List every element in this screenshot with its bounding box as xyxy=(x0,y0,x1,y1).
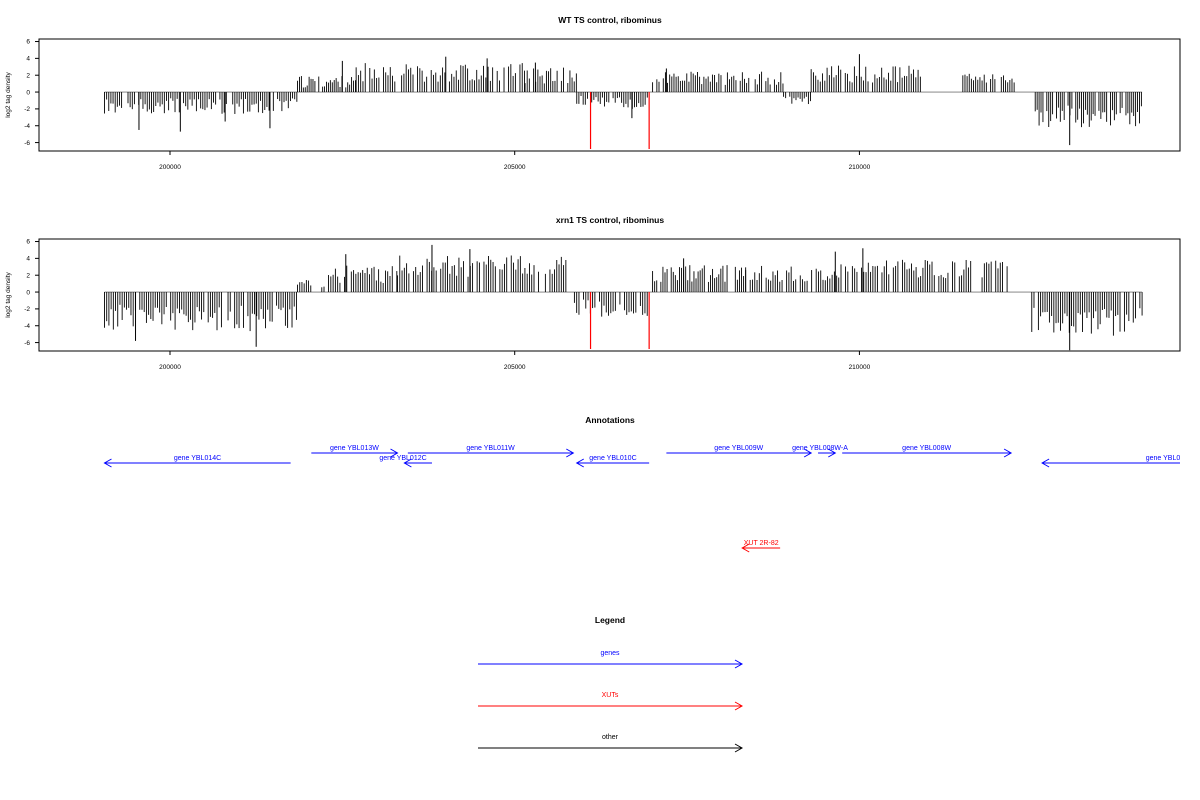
legend-title: Legend xyxy=(595,615,625,625)
wt-x-tick-label: 205000 xyxy=(504,164,526,171)
feature-gene-ybl013w-label: gene YBL013W xyxy=(330,445,379,452)
feature-gene-ybl014c-arrowhead xyxy=(103,458,112,468)
xrn1-x-tick-label: 210000 xyxy=(849,364,871,371)
xrn1-x-tick-label: 200000 xyxy=(159,364,181,371)
wt-y-tick-label: 6 xyxy=(26,39,30,46)
feature-gene-ybl009w-arrowhead xyxy=(803,448,813,458)
feature-gene-ybl008w-label: gene YBL008W xyxy=(902,445,951,452)
wt-x-tick-label: 200000 xyxy=(159,164,181,171)
feature-xut-2r-82-label: XUT 2R-82 xyxy=(744,540,779,547)
feature-gene-ybl011w-arrowhead xyxy=(566,448,575,458)
feature-gene-ybl0-label: gene YBL0 xyxy=(1146,455,1181,462)
legend-xuts-arrowhead xyxy=(734,701,744,711)
feature-gene-ybl010c-arrowhead xyxy=(575,458,585,468)
annotations-title: Annotations xyxy=(585,415,635,425)
feature-gene-ybl009w-label: gene YBL009W xyxy=(714,445,763,452)
xrn1-y-tick-label: -6 xyxy=(24,340,30,347)
wt-y-tick-label: -2 xyxy=(24,106,30,113)
feature-gene-ybl0-arrowhead xyxy=(1041,458,1050,468)
feature-gene-ybl012c-label: gene YBL012C xyxy=(379,455,426,462)
legend-genes-arrowhead xyxy=(734,659,744,669)
wt-panel-title: WT TS control, ribominus xyxy=(558,15,662,25)
xrn1-y-tick-label: 2 xyxy=(26,272,30,279)
wt-y-ticks: -6 -4 -2 0 2 4 6 xyxy=(24,39,39,147)
xrn1-y-tick-label: 0 xyxy=(26,289,30,296)
xrn1-panel-title: xrn1 TS control, ribominus xyxy=(556,215,664,225)
feature-gene-ybl012c-arrowhead xyxy=(403,458,412,468)
feature-gene-ybl008w-arrowhead xyxy=(1003,448,1013,458)
wt-y-axis-label: log2 tag density xyxy=(5,71,12,117)
feature-gene-ybl014c-label: gene YBL014C xyxy=(174,455,221,462)
feature-gene-ybl013w-arrowhead xyxy=(390,448,399,458)
legend: Legend genes XUTs other xyxy=(478,615,744,753)
xrn1-y-axis-label: log2 tag density xyxy=(5,271,12,317)
legend-other-label: other xyxy=(602,734,619,741)
xrn1-x-tick-label: 205000 xyxy=(504,364,526,371)
xrn1-coverage-panel: xrn1 TS control, ribominus log2 tag dens… xyxy=(5,215,1181,371)
feature-gene-ybl010c-label: gene YBL010C xyxy=(589,455,636,462)
feature-xut-2r-82-arrowhead xyxy=(741,543,750,553)
wt-y-tick-label: -6 xyxy=(24,140,30,147)
feature-gene-ybl008w-a-arrowhead xyxy=(828,448,837,458)
xrn1-y-tick-label: 6 xyxy=(26,239,30,246)
legend-other-arrowhead xyxy=(734,743,744,753)
xrn1-y-ticks: -6 -4 -2 0 2 4 6 xyxy=(24,239,39,347)
wt-y-tick-label: 0 xyxy=(26,89,30,96)
wt-bars xyxy=(104,54,1143,149)
wt-y-tick-label: 2 xyxy=(26,72,30,79)
xrn1-plot-frame xyxy=(38,238,1181,352)
wt-plot-frame xyxy=(38,38,1181,152)
xrn1-y-tick-label: -2 xyxy=(24,306,30,313)
xrn1-bars xyxy=(104,244,1143,351)
xrn1-y-tick-label: 4 xyxy=(26,256,30,263)
legend-entries: genes XUTs other xyxy=(478,650,744,753)
legend-genes-label: genes xyxy=(600,650,620,657)
wt-x-ticks: 200000 205000 210000 xyxy=(159,151,871,171)
wt-y-tick-label: -4 xyxy=(24,123,30,130)
wt-y-tick-label: 4 xyxy=(26,56,30,63)
xrn1-x-ticks: 200000 205000 210000 xyxy=(159,351,871,371)
wt-coverage-panel: WT TS control, ribominus log2 tag densit… xyxy=(5,15,1181,171)
feature-gene-ybl008w-a-label: gene YBL008W-A xyxy=(792,445,848,452)
xrn1-y-tick-label: -4 xyxy=(24,323,30,330)
legend-xuts-label: XUTs xyxy=(602,692,619,699)
wt-x-tick-label: 210000 xyxy=(849,164,871,171)
feature-gene-ybl011w-label: gene YBL011W xyxy=(466,445,515,452)
